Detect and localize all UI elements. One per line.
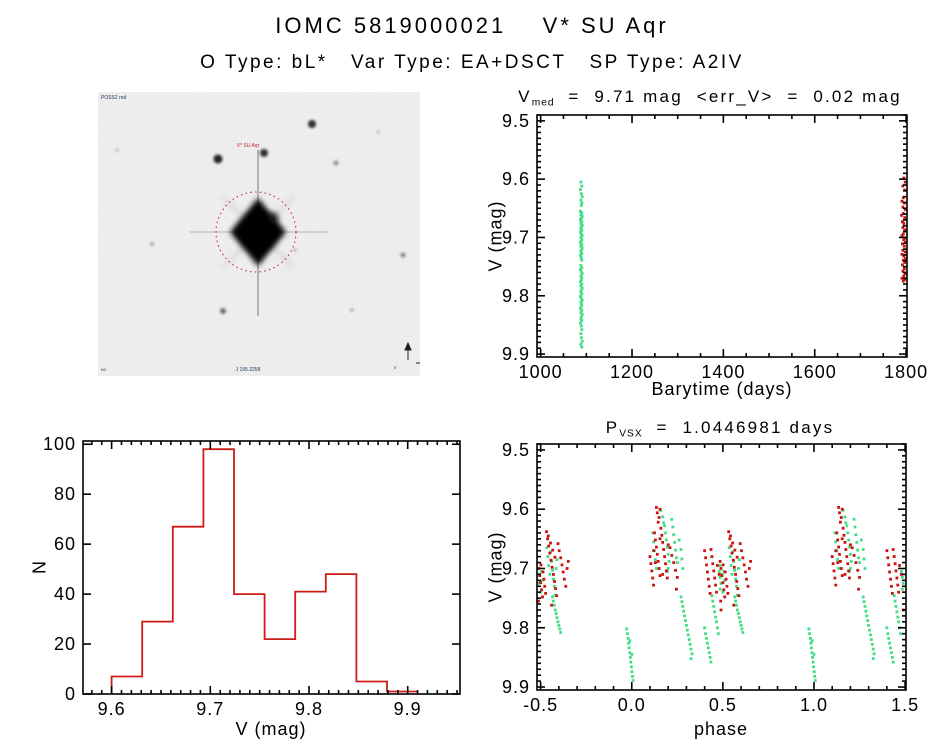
phase-y-tick-label: 9.7 — [502, 558, 530, 578]
lightcurve-title-subscript: med — [531, 97, 555, 109]
lightcurve-y-tick-label: 9.5 — [502, 111, 530, 131]
lightcurve-y-tick-label: 9.7 — [502, 227, 530, 247]
phase-x-tick-label: 1.5 — [891, 695, 919, 715]
histogram-tick-labels: 9.6 9.7 9.8 9.9 0 20 40 60 80 100 — [43, 434, 422, 719]
phase-title-rest: = 1.0446981 days — [642, 418, 835, 437]
lightcurve-x-tick-label: 1400 — [701, 362, 745, 382]
lightcurve-data-points — [579, 176, 907, 349]
histogram-outline — [110, 448, 419, 694]
phase-tick-labels: -0.5 0.0 0.5 1.0 1.5 9.5 9.6 9.7 9.8 9.9 — [502, 440, 919, 715]
histogram-y-tick-label: 0 — [65, 684, 76, 704]
field-star — [150, 242, 154, 246]
phase-y-tick-label: 9.5 — [502, 440, 530, 460]
field-star — [308, 120, 316, 128]
phase-x-tick-label: 0.5 — [709, 695, 737, 715]
lightcurve-series-epoch2-red — [900, 176, 907, 283]
finder-target-label: V* SU Aqr — [237, 143, 260, 149]
histogram-y-tick-label: 80 — [54, 484, 76, 504]
field-star — [115, 148, 119, 152]
field-star — [220, 308, 226, 314]
lightcurve-axes — [536, 114, 908, 358]
figure-title: IOMC 5819000021 V* SU Aqr — [275, 13, 669, 38]
phase-y-tick-label: 9.6 — [502, 499, 530, 519]
field-star — [400, 252, 406, 258]
histogram-y-axis-label: N — [29, 560, 50, 574]
histogram-x-tick-label: 9.9 — [394, 699, 422, 719]
phase-x-tick-label: 1.0 — [800, 695, 828, 715]
lightcurve-y-tick-label: 9.8 — [502, 286, 530, 306]
phase-title-subscript: VSX — [619, 428, 643, 440]
lightcurve-title-prefix: V — [518, 87, 532, 106]
compass-arrow-icon — [404, 341, 420, 364]
phase-x-tick-label: 0.0 — [618, 695, 646, 715]
lightcurve-title: Vmed = 9.71 mag <err_V> = 0.02 mag — [490, 87, 930, 108]
lightcurve-x-tick-label: 1600 — [793, 362, 837, 382]
histogram-x-tick-label: 9.6 — [98, 699, 126, 719]
phase-series-epoch1-green — [537, 509, 905, 682]
field-stars — [115, 120, 406, 314]
lightcurve-x-tick-label: 1800 — [884, 362, 928, 382]
field-star — [350, 308, 354, 312]
field-star — [260, 149, 268, 157]
finder-chart-image: V* SU Aqr POSS2 red J 195.2258 N2 E — [98, 92, 420, 376]
histogram-y-tick-label: 20 — [54, 634, 76, 654]
finder-corner-label-left: N2 — [101, 367, 107, 372]
histogram-y-tick-label: 60 — [54, 534, 76, 554]
phase-axes — [536, 443, 907, 691]
aperture-circle — [215, 191, 297, 273]
histogram-y-tick-label: 100 — [43, 434, 76, 454]
finder-coords-label: J 195.2258 — [236, 367, 261, 373]
central-star-psf — [190, 150, 328, 316]
phase-plot-title: PVSX = 1.0446981 days — [500, 418, 940, 439]
phase-data-points — [537, 506, 905, 682]
phase-y-tick-label: 9.9 — [502, 677, 530, 697]
field-star — [213, 154, 223, 164]
lightcurve-x-tick-label: 1000 — [519, 362, 563, 382]
lightcurve-x-axis-label: Barytime (days) — [651, 379, 793, 399]
lightcurve-x-tick-label: 1200 — [610, 362, 654, 382]
field-star — [293, 248, 297, 252]
lightcurve-title-rest: = 9.71 mag <err_V> = 0.02 mag — [554, 87, 902, 106]
phase-title-prefix: P — [605, 418, 620, 437]
phase-y-tick-label: 9.8 — [502, 618, 530, 638]
phase-x-axis-label: phase — [693, 719, 749, 739]
field-star — [376, 130, 380, 134]
phase-x-tick-label: -0.5 — [523, 695, 558, 715]
histogram-y-tick-label: 40 — [54, 584, 76, 604]
lightcurve-series-epoch1-green — [579, 180, 584, 349]
histogram-x-axis-label: V (mag) — [235, 719, 307, 739]
lightcurve-y-tick-label: 9.6 — [502, 169, 530, 189]
histogram-x-tick-label: 9.8 — [295, 699, 323, 719]
lightcurve-tick-labels: 1000 1200 1400 1600 1800 9.5 9.6 9.7 9.8 9.9 — [502, 111, 928, 382]
lightcurve-y-tick-label: 9.9 — [502, 344, 530, 364]
lightcurve-y-axis-label: V (mag) — [485, 200, 506, 272]
histogram-axes — [82, 440, 461, 695]
phase-series-epoch2-red — [537, 506, 905, 612]
histogram-x-tick-label: 9.7 — [196, 699, 224, 719]
field-star — [333, 160, 339, 166]
finder-survey-label: POSS2 red — [101, 95, 127, 101]
figure-subtitle: O Type: bL* Var Type: EA+DSCT SP Type: A… — [200, 52, 744, 73]
finder-corner-label-right: E — [394, 365, 397, 370]
phase-y-axis-label: V (mag) — [485, 531, 506, 603]
